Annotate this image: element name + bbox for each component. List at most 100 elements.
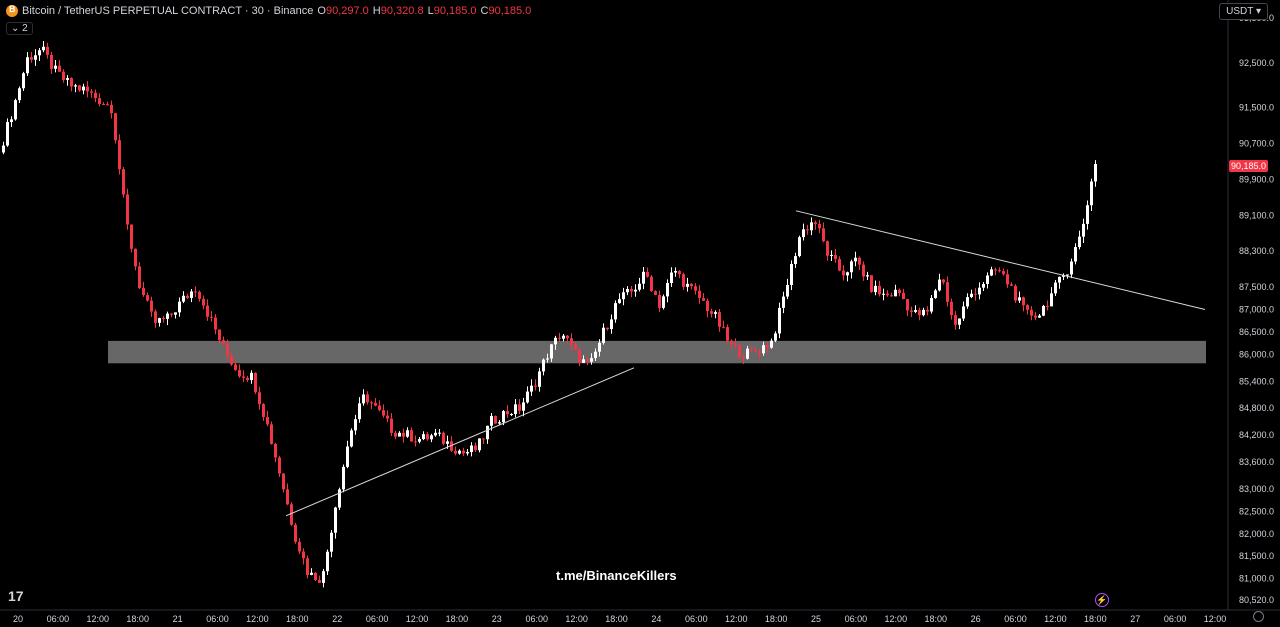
lightning-icon[interactable]: ⚡: [1095, 593, 1109, 607]
symbol-title[interactable]: Bitcoin / TetherUS PERPETUAL CONTRACT · …: [22, 5, 314, 17]
candle-body: [378, 405, 381, 411]
candle-body: [782, 296, 785, 308]
descending-trendline: [795, 210, 1206, 310]
candle-body: [706, 300, 709, 312]
candle-body: [1070, 261, 1073, 275]
currency-select[interactable]: USDT ▾: [1219, 3, 1268, 20]
candle-body: [646, 271, 649, 277]
candle-body: [822, 228, 825, 242]
candle-body: [1046, 305, 1049, 307]
candle-body: [910, 310, 913, 312]
y-tick-label: 88,300.0: [1239, 246, 1274, 256]
candle-body: [66, 78, 69, 80]
candle-body: [154, 311, 157, 323]
candle-body: [886, 293, 889, 296]
y-tick-label: 81,000.0: [1239, 574, 1274, 584]
y-tick-label: 92,500.0: [1239, 58, 1274, 68]
y-tick-label: 86,500.0: [1239, 327, 1274, 337]
candle-body: [62, 71, 65, 80]
candle-body: [114, 113, 117, 141]
candle-body: [938, 279, 941, 291]
candle-body: [1062, 275, 1065, 277]
candle-body: [722, 326, 725, 328]
candle-body: [998, 270, 1001, 272]
candle-body: [1090, 181, 1093, 206]
indicator-toggle[interactable]: ⌄ 2: [6, 22, 33, 35]
candle-body: [422, 434, 425, 440]
candle-body: [202, 298, 205, 306]
candle-body: [322, 571, 325, 583]
candle-body: [118, 140, 121, 170]
y-tick-label: 81,500.0: [1239, 551, 1274, 561]
candle-body: [850, 261, 853, 273]
candle-body: [442, 432, 445, 444]
x-tick-label: 18:00: [605, 614, 628, 624]
candle-body: [962, 306, 965, 319]
x-tick-label: 12:00: [885, 614, 908, 624]
candle-body: [1066, 274, 1069, 276]
candle-body: [898, 289, 901, 293]
candle-body: [970, 293, 973, 298]
indicator-count: 2: [22, 23, 28, 34]
x-tick-label: 22: [332, 614, 342, 624]
settings-icon[interactable]: [1253, 611, 1264, 622]
candle-body: [582, 359, 585, 363]
candle-body: [634, 289, 637, 292]
candle-body: [882, 293, 885, 295]
x-tick-label: 12:00: [87, 614, 110, 624]
y-tick-label: 90,700.0: [1239, 139, 1274, 149]
candle-body: [386, 415, 389, 419]
candle-body: [686, 283, 689, 287]
current-price-badge: 90,185.0: [1228, 159, 1268, 172]
watermark: t.me/BinanceKillers: [556, 568, 677, 583]
candle-body: [246, 377, 249, 381]
y-tick-label: 91,500.0: [1239, 103, 1274, 113]
candle-body: [166, 313, 169, 319]
candle-body: [266, 417, 269, 425]
candle-body: [222, 340, 225, 344]
y-tick-label: 82,000.0: [1239, 529, 1274, 539]
candle-body: [802, 229, 805, 238]
candle-body: [366, 394, 369, 403]
candle-body: [602, 327, 605, 343]
candle-body: [526, 391, 529, 403]
candle-body: [402, 432, 405, 437]
y-tick-label: 86,000.0: [1239, 349, 1274, 359]
candle-body: [382, 410, 385, 416]
candle-body: [302, 551, 305, 559]
candle-body: [34, 55, 37, 60]
candle-body: [810, 222, 813, 231]
candle-body: [190, 291, 193, 298]
x-tick-label: 06:00: [1164, 614, 1187, 624]
candle-body: [46, 46, 49, 55]
bitcoin-icon: [6, 4, 18, 17]
candle-body: [950, 301, 953, 316]
candle-body: [498, 422, 501, 424]
candle-body: [334, 507, 337, 533]
candle-body: [238, 369, 241, 377]
candle-body: [482, 438, 485, 440]
tradingview-logo[interactable]: 17: [8, 588, 24, 604]
candle-body: [614, 303, 617, 320]
candle-body: [606, 327, 609, 330]
candle-body: [866, 275, 869, 277]
candle-body: [954, 315, 957, 325]
candle-body: [466, 452, 469, 454]
candle-body: [474, 445, 477, 451]
candle-body: [958, 318, 961, 325]
candle-body: [554, 337, 557, 345]
x-tick-label: 26: [971, 614, 981, 624]
candle-body: [542, 359, 545, 372]
candle-body: [314, 572, 317, 580]
candle-body: [282, 473, 285, 490]
candle-body: [742, 357, 745, 359]
candle-body: [562, 335, 565, 339]
candle-body: [242, 376, 245, 378]
candle-body: [746, 348, 749, 359]
low-value: 90,185.0: [433, 5, 477, 17]
candle-body: [2, 145, 5, 153]
candle-body: [138, 266, 141, 289]
candle-body: [410, 430, 413, 442]
candle-body: [258, 392, 261, 405]
